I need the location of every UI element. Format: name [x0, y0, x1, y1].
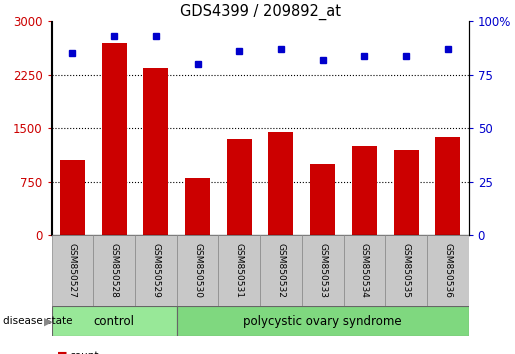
Text: GSM850529: GSM850529: [151, 243, 160, 298]
Text: GSM850530: GSM850530: [193, 243, 202, 298]
Text: GSM850531: GSM850531: [235, 243, 244, 298]
Bar: [52, 306, 177, 336]
Bar: [268, 132, 294, 235]
Bar: [393, 150, 419, 235]
Bar: [435, 137, 460, 235]
Title: GDS4399 / 209892_at: GDS4399 / 209892_at: [180, 4, 340, 20]
Text: GSM850535: GSM850535: [402, 243, 410, 298]
Text: ■: ■: [57, 351, 67, 354]
Text: GSM850534: GSM850534: [360, 243, 369, 298]
Bar: [385, 235, 427, 306]
Bar: [185, 178, 210, 235]
Bar: [302, 235, 344, 306]
Bar: [427, 235, 469, 306]
Text: GSM850527: GSM850527: [68, 243, 77, 298]
Text: count: count: [70, 351, 99, 354]
Bar: [227, 139, 252, 235]
Bar: [310, 164, 335, 235]
Text: disease state: disease state: [3, 316, 72, 326]
Bar: [177, 235, 218, 306]
Text: control: control: [94, 315, 134, 328]
Text: GSM850533: GSM850533: [318, 243, 327, 298]
Bar: [143, 68, 168, 235]
Text: GSM850532: GSM850532: [277, 243, 285, 298]
Bar: [101, 43, 127, 235]
Bar: [93, 235, 135, 306]
Text: ▶: ▶: [44, 316, 53, 326]
Bar: [344, 235, 385, 306]
Bar: [260, 235, 302, 306]
Text: GSM850536: GSM850536: [443, 243, 452, 298]
Text: polycystic ovary syndrome: polycystic ovary syndrome: [243, 315, 402, 328]
Bar: [352, 146, 377, 235]
Bar: [60, 160, 85, 235]
Text: GSM850528: GSM850528: [110, 243, 118, 298]
Bar: [135, 235, 177, 306]
Bar: [52, 235, 93, 306]
Bar: [177, 306, 469, 336]
Bar: [218, 235, 260, 306]
